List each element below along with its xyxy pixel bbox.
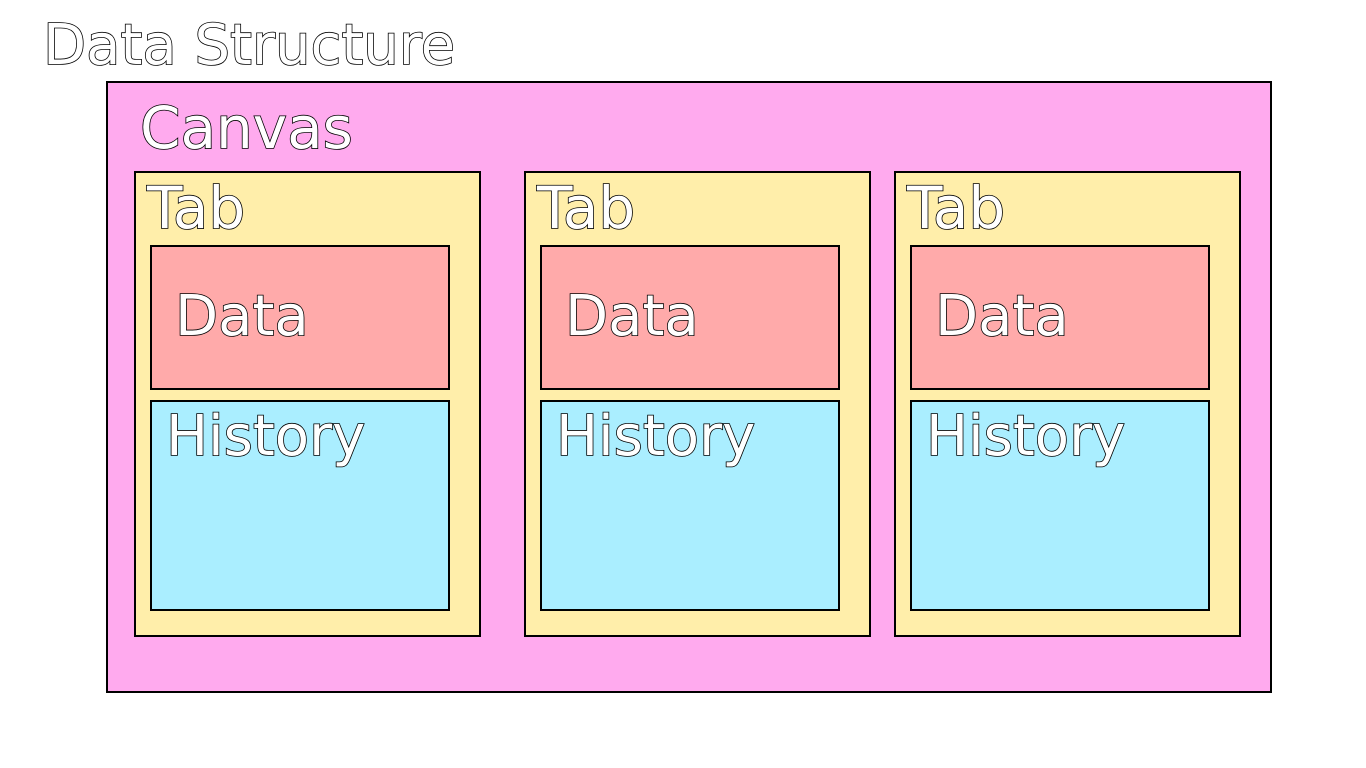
data-box: [540, 245, 840, 390]
tab-label: Tab: [146, 174, 246, 242]
data-label: Data: [174, 284, 309, 349]
history-label: History: [925, 404, 1126, 469]
history-box: [910, 400, 1210, 611]
canvas-label: Canvas: [139, 94, 353, 162]
diagram-title: Data Structure: [42, 13, 456, 78]
history-label: History: [165, 404, 366, 469]
tab-label: Tab: [906, 174, 1006, 242]
data-label: Data: [934, 284, 1069, 349]
tab-label: Tab: [536, 174, 636, 242]
data-label: Data: [564, 284, 699, 349]
history-label: History: [555, 404, 756, 469]
history-box: [540, 400, 840, 611]
data-box: [150, 245, 450, 390]
data-box: [910, 245, 1210, 390]
history-box: [150, 400, 450, 611]
